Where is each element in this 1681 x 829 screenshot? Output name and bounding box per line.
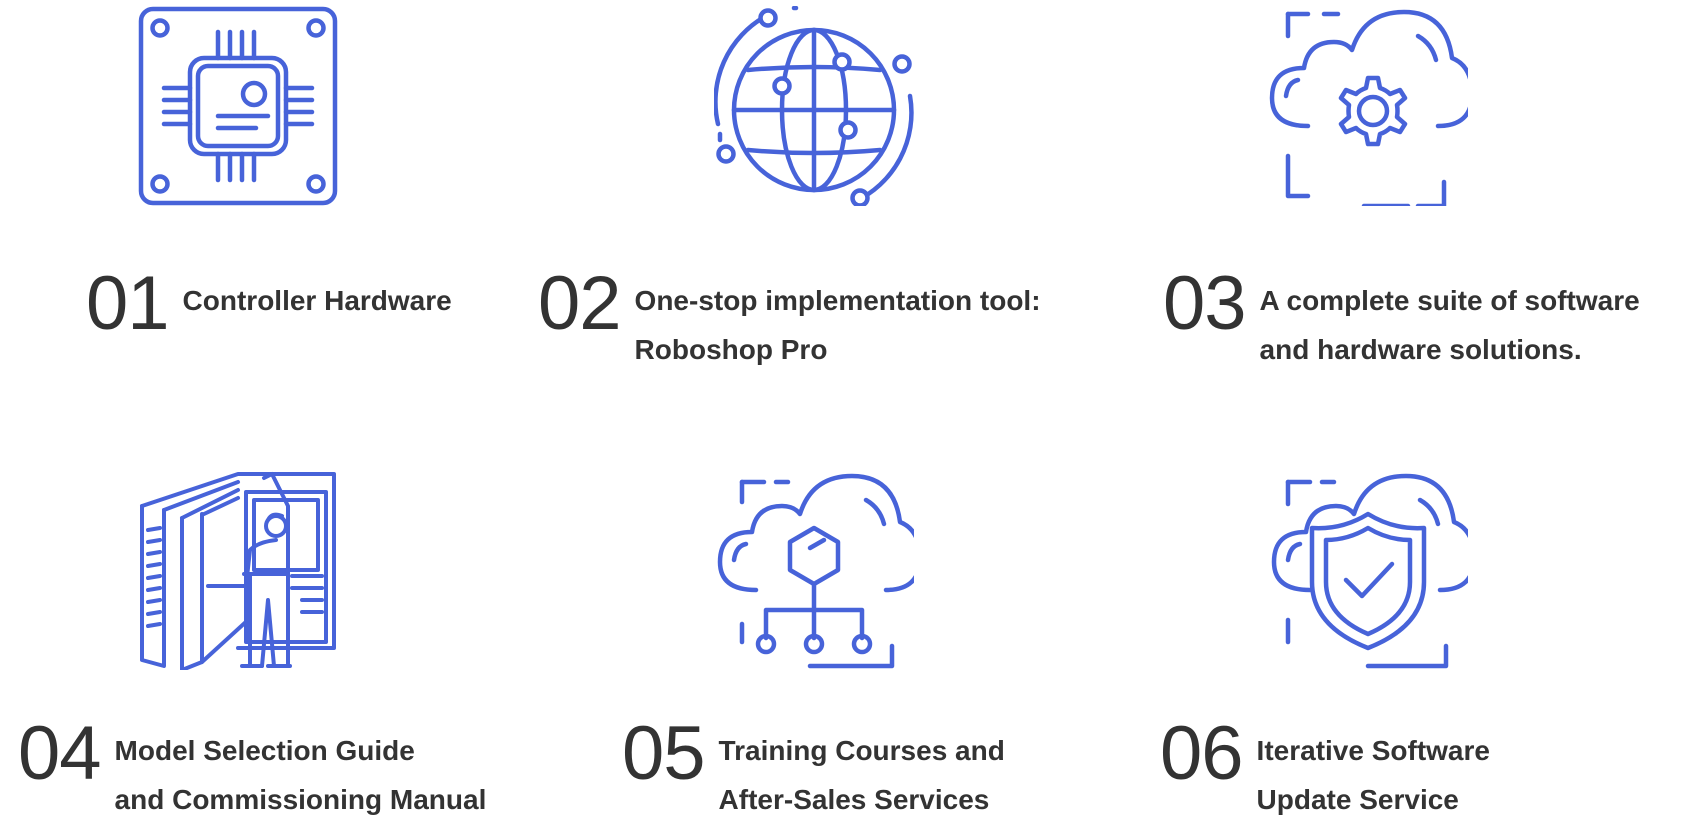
item-title: One-stop implementation tool: Roboshop P… [635, 276, 1041, 374]
item-number: 05 [622, 711, 706, 796]
item-title-line2: and hardware solutions. [1259, 334, 1582, 365]
globe-network-icon [714, 6, 914, 206]
item-title-line1: Training Courses and [718, 735, 1005, 766]
item-number: 03 [1163, 261, 1247, 346]
cloud-shield-icon [1268, 470, 1468, 670]
item-05: 05 Training Courses and After-Sales Serv… [622, 716, 1005, 824]
item-number: 01 [86, 261, 170, 346]
cloud-network-icon [714, 470, 914, 670]
cloud-gear-icon [1268, 6, 1468, 206]
item-number: 06 [1160, 711, 1244, 796]
item-title-line1: One-stop implementation tool: [634, 285, 1041, 316]
chip-icon [138, 6, 338, 206]
item-title: Iterative Software Update Service [1257, 726, 1490, 824]
item-02: 02 One-stop implementation tool: Robosho… [538, 266, 1041, 374]
item-title-line1: Controller Hardware [182, 285, 452, 316]
item-number: 04 [18, 711, 102, 796]
item-title-line2: After-Sales Services [718, 784, 990, 815]
item-title: A complete suite of software and hardwar… [1260, 276, 1640, 374]
item-06: 06 Iterative Software Update Service [1160, 716, 1490, 824]
item-title-line2: and Commissioning Manual [114, 784, 487, 815]
item-03: 03 A complete suite of software and hard… [1163, 266, 1640, 374]
item-title: Training Courses and After-Sales Service… [719, 726, 1005, 824]
item-title-line2: Update Service [1256, 784, 1459, 815]
item-title-line2: Roboshop Pro [634, 334, 828, 365]
item-title: Controller Hardware [183, 276, 452, 325]
item-04: 04 Model Selection Guide and Commissioni… [18, 716, 486, 824]
item-01: 01 Controller Hardware [86, 266, 452, 342]
item-title-line1: Model Selection Guide [114, 735, 415, 766]
item-title-line1: Iterative Software [1256, 735, 1490, 766]
manual-reader-icon [138, 470, 338, 670]
item-title: Model Selection Guide and Commissioning … [115, 726, 487, 824]
item-number: 02 [538, 261, 622, 346]
item-title-line1: A complete suite of software [1259, 285, 1640, 316]
